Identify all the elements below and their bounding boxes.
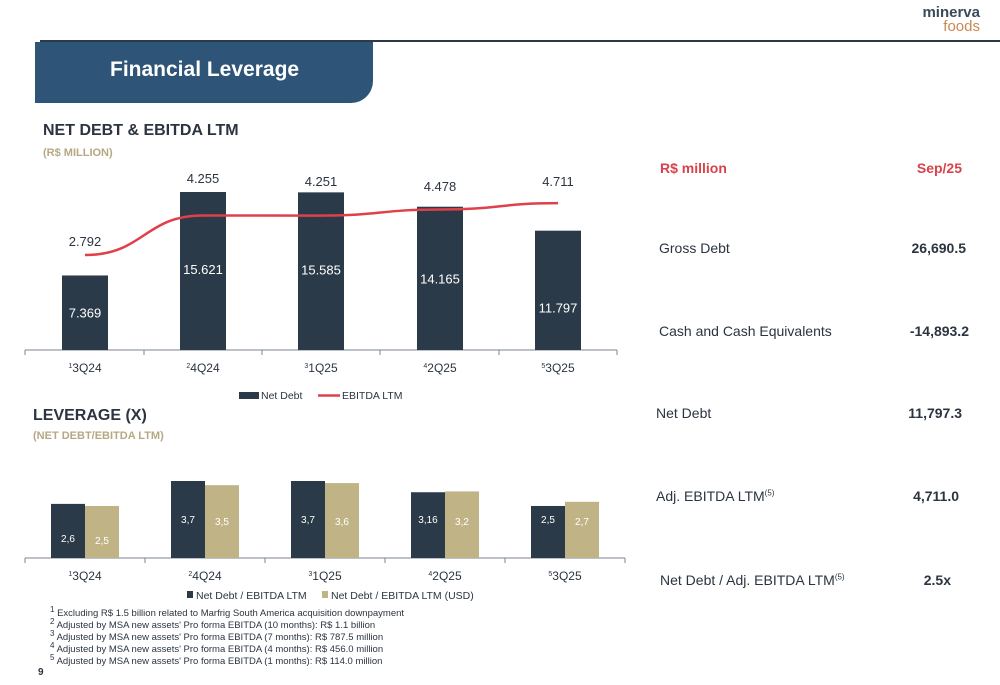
footnote: 2 Adjusted by MSA new assets' Pro forma … [50,617,376,632]
chart1-category-label: 13Q24 [68,361,102,375]
chart2-category-label: 24Q24 [188,569,222,583]
chart1-net-debt-label: 15.585 [301,262,341,277]
minerva-foods-logo: minerva foods [922,4,980,35]
chart1-net-debt-bar [535,230,581,350]
chart2-leverage-bar [531,505,565,558]
table-header-label: R$ million [660,160,727,176]
chart2-leverage-label: 2,5 [541,515,555,526]
chart1-legend-net-debt: Net Debt [261,390,303,402]
chart2-category-label: 53Q25 [548,569,582,583]
chart2-leverage-usd-bar [445,491,479,558]
chart1-net-debt-label: 7.369 [69,305,102,320]
chart2-leverage-usd-bar [325,483,359,558]
chart2-leverage-usd-bar [205,485,239,558]
footnote: 5 Adjusted by MSA new assets' Pro forma … [50,653,383,668]
footnote: 1 Excluding R$ 1.5 billion related to Ma… [50,605,405,620]
logo-line-1: minerva [922,4,980,21]
table-row-value: 26,690.5 [911,240,967,256]
chart1-net-debt-label: 11.797 [539,301,578,316]
footnote: 3 Adjusted by MSA new assets' Pro forma … [50,629,384,644]
table-row-label: Net Debt [656,405,712,421]
chart2-category-label: 42Q25 [428,569,462,583]
chart1-legend-ebitda: EBITDA LTM [342,390,402,402]
chart2-legend-leverage: Net Debt / EBITDA LTM [196,590,307,602]
chart1-ebitda-label: 4.251 [305,174,338,189]
chart2-legend-leverage-usd: Net Debt / EBITDA LTM (USD) [331,590,474,602]
table-row-value: 2.5x [923,572,951,588]
chart1-net-debt-bar [180,192,226,350]
chart2-legend-swatch-leverage [187,591,193,598]
chart1-ebitda-line [84,201,559,257]
chart2-legend-swatch-leverage-usd [322,591,328,598]
chart1-category-label: 24Q24 [186,361,220,375]
chart1-category-label: 42Q25 [423,361,457,375]
chart2-leverage-label: 3,7 [181,515,195,526]
chart1-ebitda-label: 4.255 [187,171,220,186]
chart1-ebitda-label: 4.478 [424,179,457,194]
chart2-leverage-bar [411,492,445,558]
chart1-net-debt-bar [417,206,463,350]
chart2-leverage-label: 3,16 [418,515,438,526]
chart2-leverage-usd-bar [85,505,119,558]
chart2-leverage-label: 2,6 [61,534,75,545]
table-row-label: Net Debt / Adj. EBITDA LTM(5) [660,572,845,588]
logo-line-2: foods [943,18,980,35]
chart1-net-debt-bar [62,275,108,350]
table-row-sup: (5) [834,572,845,582]
chart1-title: NET DEBT & EBITDA LTM [43,122,239,139]
chart2-leverage-usd-label: 2,5 [95,536,109,547]
chart2-category-label: 13Q24 [68,569,102,583]
chart1-ebitda-label: 2.792 [69,234,102,249]
table-row-label: Adj. EBITDA LTM(5) [656,488,775,504]
table-row-value: 4,711.0 [913,488,959,504]
chart2-leverage-usd-label: 3,2 [455,517,469,528]
chart1-category-label: 31Q25 [304,361,338,375]
chart1-legend-swatch-net-debt [239,392,259,399]
chart1-net-debt-bar [298,192,344,350]
table-row-value: -14,893.2 [909,323,969,339]
header-rule [40,40,1000,42]
charts-canvas: 7.369 15.621 15.585 14.165 11.797 2.792 4.255 4… [24,171,626,602]
chart1-subtitle: (R$ MILLION) [43,147,113,159]
chart2-leverage-usd-label: 3,5 [215,517,229,528]
footnote: 4 Adjusted by MSA new assets' Pro forma … [50,641,384,656]
table-header-value: Sep/25 [916,160,962,176]
chart2-leverage-bar [51,503,85,558]
chart2-leverage-bar [291,481,325,558]
chart1-category-label: 53Q25 [541,361,575,375]
chart2-leverage-bar [171,481,205,558]
table-row-value: 11,797.3 [908,405,962,421]
chart1-net-debt-label: 14.165 [420,272,460,287]
chart2-leverage-usd-bar [565,501,599,558]
chart2-leverage-usd-label: 3,6 [335,517,349,528]
chart1-ebitda-label: 4.711 [542,174,574,189]
chart2-leverage-usd-label: 2,7 [575,517,589,528]
chart2-title: LEVERAGE (X) [33,407,147,424]
table-row-label: Gross Debt [659,240,730,256]
table-row-label: Cash and Cash Equivalents [659,323,832,339]
title-band [35,42,373,103]
page-number: 9 [38,667,44,678]
slide-title: Financial Leverage [110,58,300,81]
table-row-sup: (5) [764,488,775,498]
chart2-leverage-label: 3,7 [301,515,315,526]
chart2-category-label: 31Q25 [308,569,342,583]
chart2-subtitle: (NET DEBT/EBITDA LTM) [33,430,164,442]
chart1-net-debt-label: 15.621 [183,262,223,277]
